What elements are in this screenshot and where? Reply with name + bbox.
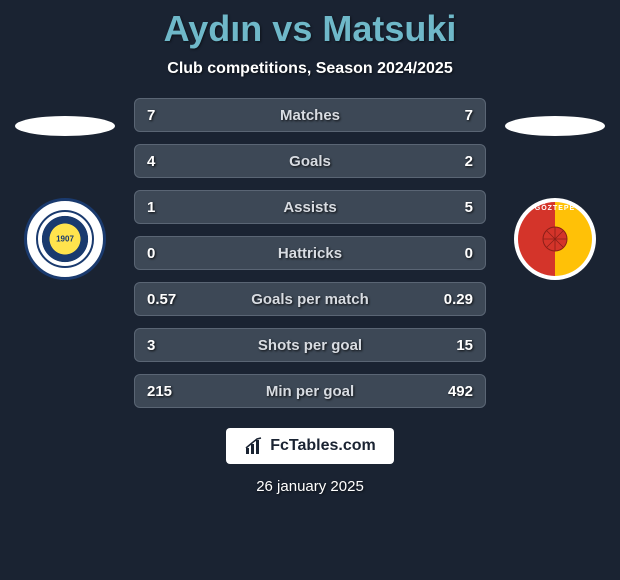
stat-right-value: 15 [423,337,473,354]
stat-right-value: 0 [423,245,473,262]
logo-text: FcTables.com [270,437,376,455]
badge-text: GÖZTEPE [518,205,592,212]
stat-label: Matches [197,107,423,124]
goztepe-badge: GÖZTEPE [514,198,596,280]
chart-icon [244,436,264,456]
page-title: Aydın vs Matsuki [0,8,620,50]
stat-right-value: 7 [423,107,473,124]
stat-row: 1Assists5 [134,190,486,224]
badge-inner-icon: 1907 [36,210,94,268]
footer: FcTables.com 26 january 2025 [0,428,620,495]
ball-icon [541,225,569,253]
stat-left-value: 215 [147,383,197,400]
stat-right-value: 0.29 [423,291,473,308]
right-ellipse [505,116,605,136]
left-ellipse [15,116,115,136]
right-column: GÖZTEPE [500,98,610,420]
stat-right-value: 5 [423,199,473,216]
badge-inner-icon: GÖZTEPE [518,202,592,276]
stats-column: 7Matches7 4Goals2 1Assists5 0Hattricks0 0.57… [120,98,500,420]
header: Aydın vs Matsuki Club competitions, Seas… [0,0,620,78]
badge-year: 1907 [56,235,74,244]
stat-left-value: 4 [147,153,197,170]
stat-label: Shots per goal [197,337,423,354]
stat-right-value: 2 [423,153,473,170]
fenerbahce-badge: 1907 [24,198,106,280]
stat-left-value: 0 [147,245,197,262]
main-area: 1907 7Matches7 4Goals2 1Assists5 0Hattricks… [0,98,620,420]
stat-row: 7Matches7 [134,98,486,132]
stat-right-value: 492 [423,383,473,400]
stat-row: 4Goals2 [134,144,486,178]
stat-label: Goals per match [197,291,423,308]
stat-left-value: 1 [147,199,197,216]
stat-row: 3Shots per goal15 [134,328,486,362]
stat-left-value: 3 [147,337,197,354]
stat-label: Min per goal [197,383,423,400]
fctables-logo[interactable]: FcTables.com [226,428,394,464]
stat-row: 215Min per goal492 [134,374,486,408]
stat-left-value: 0.57 [147,291,197,308]
subtitle: Club competitions, Season 2024/2025 [0,60,620,78]
stat-left-value: 7 [147,107,197,124]
stat-label: Assists [197,199,423,216]
left-column: 1907 [10,98,120,420]
stat-label: Hattricks [197,245,423,262]
stat-row: 0Hattricks0 [134,236,486,270]
stat-row: 0.57Goals per match0.29 [134,282,486,316]
stat-label: Goals [197,153,423,170]
date-text: 26 january 2025 [0,478,620,495]
